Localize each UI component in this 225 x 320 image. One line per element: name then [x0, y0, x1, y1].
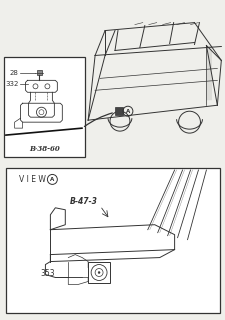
- Bar: [6, 168, 219, 313]
- Bar: [37, 70, 42, 76]
- Polygon shape: [5, 131, 13, 139]
- Text: B-47-3: B-47-3: [70, 197, 98, 206]
- Text: B·38-60: B·38-60: [29, 145, 60, 153]
- Text: 353: 353: [40, 269, 55, 278]
- Text: 332: 332: [5, 81, 18, 87]
- Circle shape: [98, 271, 100, 274]
- Bar: [88, 261, 110, 284]
- Text: A: A: [125, 109, 129, 114]
- Text: V I E W: V I E W: [18, 175, 45, 184]
- Text: 28: 28: [10, 70, 18, 76]
- Bar: [115, 107, 122, 115]
- Bar: [4, 58, 85, 157]
- Text: A: A: [50, 177, 54, 182]
